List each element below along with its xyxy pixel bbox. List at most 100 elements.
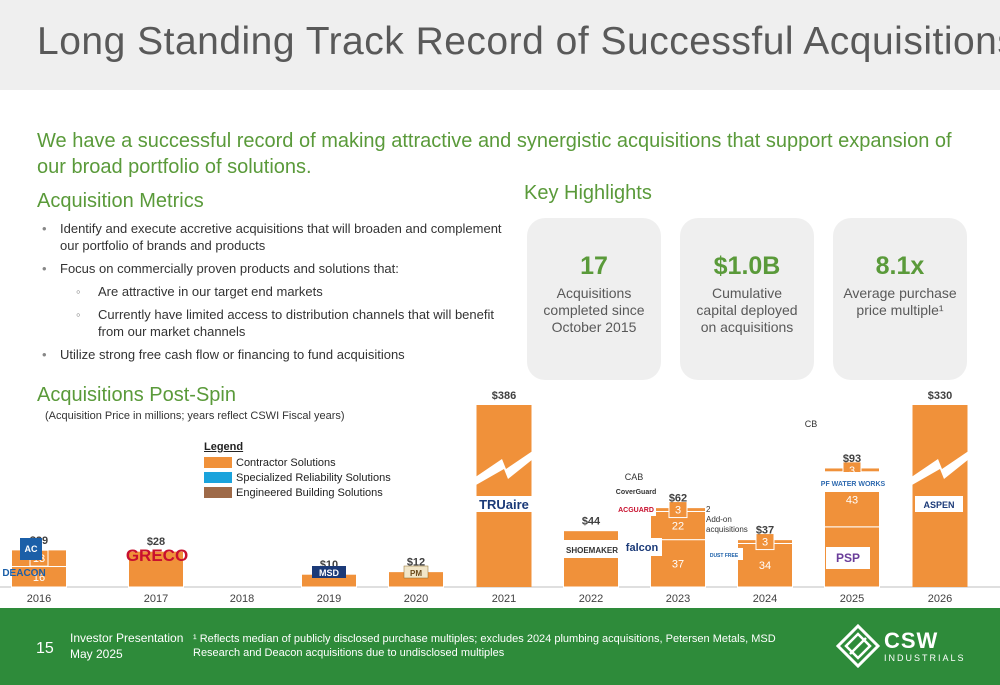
legend-item-building: Engineered Building Solutions (204, 485, 391, 500)
year-tick-label: 2016 (27, 593, 51, 605)
acleak-logo-box (20, 538, 42, 560)
chart-legend: Legend Contractor Solutions Specialized … (204, 441, 391, 500)
aspen-logo: ASPEN (923, 500, 954, 510)
falcon-logo-box (622, 538, 662, 556)
segment-label: 16 (33, 572, 45, 584)
acquisition-metrics-heading: Acquisition Metrics (37, 190, 204, 212)
falcon-logo: falcon (626, 542, 659, 554)
metrics-bullet: Focus on commercially proven products an… (40, 260, 510, 277)
metrics-bullets: Identify and execute accretive acquisiti… (40, 220, 510, 369)
bar-total-label: $93 (843, 453, 861, 465)
metrics-sub-bullet: Are attractive in our target end markets (40, 283, 510, 300)
footer-line: Investor Presentation (70, 631, 184, 645)
year-tick-label: 2019 (317, 593, 341, 605)
post-spin-note: (Acquisition Price in millions; years re… (45, 410, 345, 422)
aspen-logo-box (915, 496, 963, 512)
bar-total-label: $330 (928, 390, 952, 402)
acleak-logo: AC (25, 544, 38, 554)
legend-label: Contractor Solutions (236, 456, 336, 469)
annotation-addon-count: 2 (706, 505, 711, 514)
legend-swatch (204, 472, 232, 483)
legend-item-contractor: Contractor Solutions (204, 455, 391, 470)
highlight-value: 8.1x (875, 252, 925, 280)
footer-band (0, 608, 1000, 685)
dustfree-logo-box (705, 548, 743, 560)
highlight-text: Cumulative capital deployed on acquisiti… (696, 285, 798, 335)
year-tick-label: 2018 (230, 593, 254, 605)
year-tick-label: 2017 (144, 593, 168, 605)
page-number: 15 (36, 640, 54, 657)
bar-total-label: $37 (756, 525, 774, 537)
key-highlights-heading: Key Highlights (524, 182, 652, 204)
year-tick-label: 2022 (579, 593, 603, 605)
year-tick-label: 2023 (666, 593, 690, 605)
coverguard-logo: CoverGuard (616, 489, 656, 496)
logo-sub: INDUSTRIALS (884, 653, 966, 663)
shoemaker-logo: SHOEMAKER (566, 546, 618, 555)
year-tick-label: 2026 (928, 593, 952, 605)
year-tick-label: 2025 (840, 593, 864, 605)
segment-label: 43 (846, 494, 858, 506)
psp-logo: PSP (836, 551, 860, 565)
pfww-logo: PF WATER WORKS (821, 481, 886, 488)
annotation-addon: acquisitions (706, 525, 748, 534)
highlight-value: 17 (580, 252, 608, 280)
bar-total-label: $12 (407, 557, 425, 569)
broken-axis-mark-2026 (908, 449, 972, 487)
acguard-logo: ACGUARD (618, 507, 654, 514)
page-title: Long Standing Track Record of Successful… (37, 20, 1000, 63)
truaire-logo: TRUaire (479, 497, 529, 512)
segment-label: 3 (762, 537, 768, 549)
psp-logo-box (826, 547, 870, 569)
tagline: We have a successful record of making at… (37, 130, 952, 178)
legend-title: Legend (204, 441, 244, 453)
annotation-addon: Add-on (706, 515, 732, 524)
highlight-card-capital: $1.0B Cumulative capital deployed on acq… (680, 218, 814, 380)
highlight-card-multiple: 8.1x Average purchase price multiple¹ (833, 218, 967, 380)
pm-logo: PM (410, 569, 422, 578)
coverguard-logo-box (616, 484, 656, 498)
highlight-text: Average purchase price multiple¹ (843, 285, 957, 318)
segment-label-box (755, 533, 775, 551)
year-tick-label: 2020 (404, 593, 428, 605)
legend-label: Specialized Reliability Solutions (236, 471, 391, 484)
bar-total-label: $28 (147, 536, 165, 548)
deacon-logo: DEACON (2, 568, 45, 579)
pm-logo-box (403, 565, 429, 579)
footnote: ¹ Reflects median of publicly disclosed … (193, 633, 776, 659)
broken-axis-mark-2021 (472, 449, 536, 487)
csw-diamond-icon (835, 623, 881, 669)
greco-logo: GRECO (126, 546, 188, 565)
metrics-bullet: Identify and execute accretive acquisiti… (40, 220, 510, 254)
annotation-cab: CAB (625, 472, 644, 482)
year-tick-label: 2021 (492, 593, 516, 605)
year-tick-label: 2024 (753, 593, 777, 605)
segment-label: 22 (672, 521, 684, 533)
bar-segment-2017-0 (128, 550, 184, 588)
acquisitions-bar-chart: 1613$292016$2820172018$102019$122020$386… (0, 390, 1000, 605)
logo-name: CSW (884, 628, 939, 653)
post-spin-heading: Acquisitions Post-Spin (37, 384, 236, 406)
bar-segment-2022-0 (563, 530, 619, 588)
footer-line: May 2025 (70, 647, 123, 661)
highlight-text: Acquisitions completed since October 201… (543, 285, 645, 335)
segment-label: 37 (672, 558, 684, 570)
csw-logo: CSW INDUSTRIALS (835, 623, 976, 669)
msd-logo-box (312, 566, 346, 578)
metrics-bullet: Utilize strong free cash flow or financi… (40, 346, 510, 363)
segment-label: 3 (675, 505, 681, 517)
legend-swatch (204, 457, 232, 468)
bar-total-label: $386 (492, 390, 516, 402)
legend-swatch (204, 487, 232, 498)
pfww-logo-box (825, 472, 881, 492)
acguard-logo-box (616, 502, 656, 516)
segment-label: 3 (849, 465, 855, 477)
title-band (0, 0, 1000, 90)
legend-item-reliability: Specialized Reliability Solutions (204, 470, 391, 485)
metrics-sub-bullet: Currently have limited access to distrib… (40, 306, 510, 340)
annotation-cb: CB (805, 419, 818, 429)
bar-total-label: $44 (582, 516, 601, 528)
shoemaker-logo-box (564, 540, 620, 558)
segment-label: 34 (759, 560, 771, 572)
legend-label: Engineered Building Solutions (236, 486, 383, 499)
